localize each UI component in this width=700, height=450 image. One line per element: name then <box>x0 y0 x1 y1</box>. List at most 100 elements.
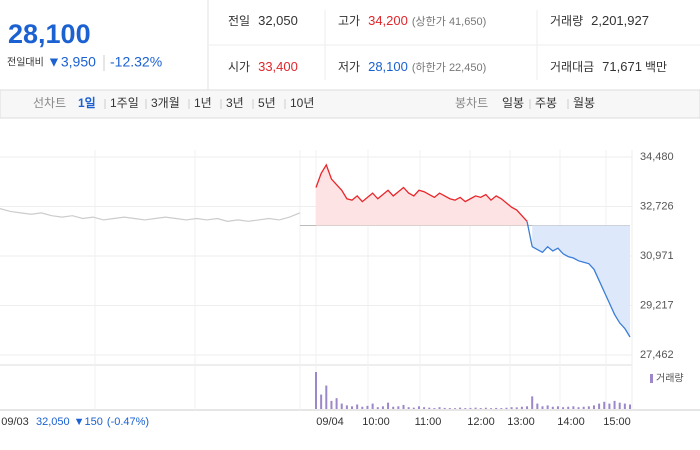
change: ▼3,950 <box>47 54 96 70</box>
y-tick-label: 27,462 <box>640 349 674 361</box>
volume-bar <box>479 408 482 409</box>
summary-label: 시가 <box>228 60 250 74</box>
tab[interactable]: 3년 <box>226 96 244 110</box>
volume-bar <box>592 405 595 409</box>
volume-bar <box>546 405 549 409</box>
summary-value: 33,400 <box>258 59 298 74</box>
summary-label: 고가 <box>338 14 360 28</box>
summary-label: 거래대금 <box>550 60 594 74</box>
volume-bar <box>531 396 534 409</box>
volume-bar <box>541 406 544 409</box>
change-rate: -12.32% <box>110 54 162 70</box>
volume-bar <box>490 408 493 409</box>
summary-label: 저가 <box>338 60 360 74</box>
volume-legend-swatch <box>650 374 653 383</box>
x-tick-label: 11:00 <box>415 416 442 428</box>
summary-label: 거래량 <box>550 14 583 28</box>
volume-bar <box>520 406 523 409</box>
volume-bar <box>397 406 400 409</box>
tab[interactable]: 5년 <box>258 96 276 110</box>
summary-item: 시가 33,400 <box>228 59 298 74</box>
volume-bar <box>392 406 395 409</box>
volume-bar <box>351 406 354 409</box>
volume-bar <box>536 403 539 409</box>
volume-bar <box>572 406 575 409</box>
volume-bar <box>325 385 328 409</box>
volume-bar <box>526 406 529 409</box>
tab[interactable]: 월봉 <box>573 96 595 110</box>
volume-bar <box>361 406 364 409</box>
summary-note: (하한가 22,450) <box>412 60 486 74</box>
footer-rate: (-0.47%) <box>107 416 149 428</box>
volume-bar <box>474 407 477 409</box>
volume-bar <box>376 407 379 409</box>
volume-bar <box>453 408 456 409</box>
x-tick-label: 15:00 <box>603 416 631 428</box>
tab[interactable]: 주봉 <box>535 96 557 110</box>
x-tick-label: 13:00 <box>507 416 535 428</box>
summary-value: 32,050 <box>258 13 298 28</box>
tab[interactable]: 10년 <box>290 96 314 110</box>
volume-bar <box>423 407 426 409</box>
volume-bar <box>320 394 323 409</box>
volume-bar <box>433 408 436 409</box>
y-tick-label: 29,217 <box>640 299 674 311</box>
volume-bar <box>577 407 580 409</box>
previous-line <box>0 208 301 222</box>
price-line <box>315 163 528 222</box>
volume-bar <box>484 407 487 409</box>
tab[interactable]: 일봉 <box>502 96 524 110</box>
price-area <box>532 225 630 338</box>
volume-bar <box>407 407 410 409</box>
volume-bar <box>495 407 498 409</box>
volume-bar <box>603 401 606 409</box>
volume-bar <box>345 405 348 409</box>
volume-bar <box>315 372 317 409</box>
y-tick-label: 32,726 <box>640 200 674 212</box>
volume-legend: 거래량 <box>656 373 684 385</box>
tab[interactable]: 1년 <box>194 96 212 110</box>
volume-bar <box>500 408 503 409</box>
y-tick-label: 30,971 <box>640 250 674 262</box>
volume-bar <box>567 406 570 409</box>
x-tick-label: 09/04 <box>316 416 344 428</box>
volume-bar <box>402 404 405 409</box>
volume-bar <box>562 407 565 409</box>
volume-bar <box>371 403 374 409</box>
volume-bar <box>515 407 518 409</box>
volume-bar <box>428 407 431 409</box>
x-tick-label: 10:00 <box>362 416 390 428</box>
volume-bar <box>551 406 554 409</box>
tab[interactable]: 1주일 <box>110 96 139 110</box>
volume-bar <box>340 403 343 409</box>
x-tick-label: 14:00 <box>557 416 585 428</box>
price-line <box>531 245 631 338</box>
volume-bar <box>438 407 441 409</box>
volume-bar <box>366 405 369 409</box>
summary-unit: 백만 <box>645 60 667 74</box>
tab[interactable]: 1일 <box>78 96 96 110</box>
volume-bar <box>464 408 467 409</box>
volume-bar <box>505 407 508 409</box>
volume-bar <box>629 404 631 409</box>
summary-value: 2,201,927 <box>591 13 649 28</box>
volume-bar <box>443 407 446 409</box>
summary-value: 28,100 <box>368 59 408 74</box>
summary-label: 전일 <box>228 14 250 28</box>
summary-item: 거래대금 71,671 백만 <box>550 59 667 74</box>
footer-close: 32,050 <box>36 416 70 428</box>
content: 전일 32,050 고가 34,200 (상한가 41,650) 거래량 2,201,927… <box>0 13 684 428</box>
summary-item: 고가 34,200 (상한가 41,650) <box>338 13 486 28</box>
volume-bar <box>469 407 472 409</box>
tab[interactable]: 3개월 <box>151 96 180 110</box>
volume-bar <box>417 406 420 409</box>
summary-value: 34,200 <box>368 13 408 28</box>
price-area <box>316 164 528 226</box>
volume-bar <box>448 408 451 409</box>
summary-note: (상한가 41,650) <box>412 15 486 28</box>
tab-bar <box>0 89 700 119</box>
volume-bar <box>587 406 590 409</box>
volume-bar <box>556 406 559 409</box>
volume-bar <box>412 407 415 409</box>
